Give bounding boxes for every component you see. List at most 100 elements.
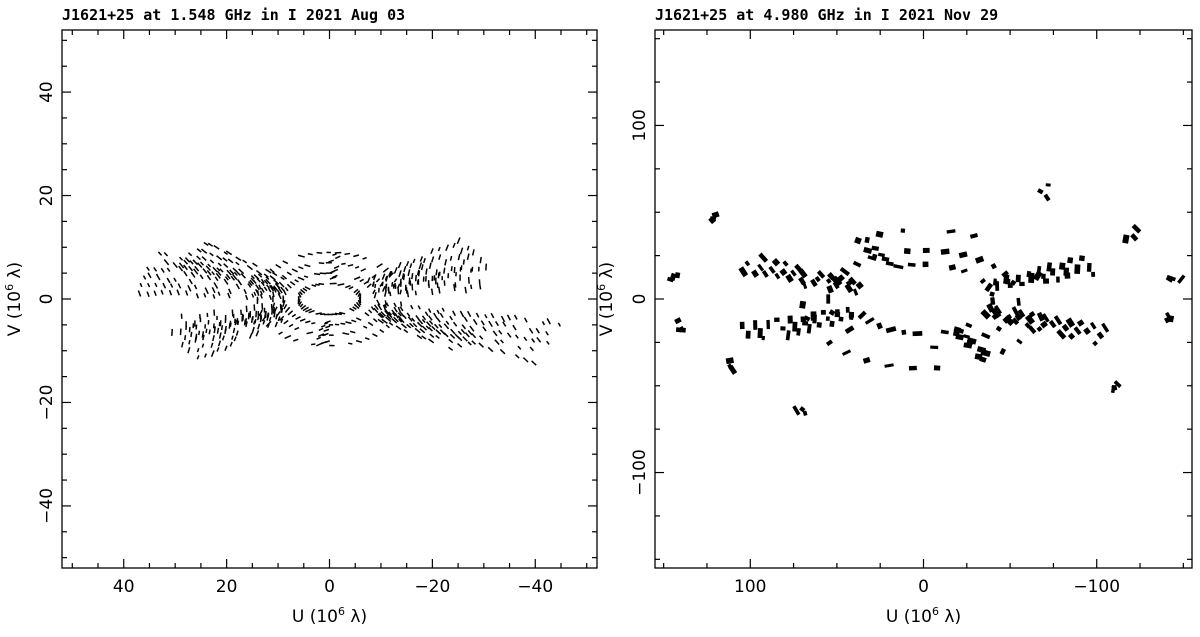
uv-track-segment — [146, 266, 150, 272]
uv-track-segment — [393, 306, 398, 313]
uv-track-segment — [299, 318, 306, 322]
uv-track-patch — [1164, 316, 1171, 324]
uv-track-segment — [410, 304, 414, 310]
uv-track-patch — [771, 257, 781, 267]
uv-track-segment — [381, 273, 386, 280]
uv-track-segment — [224, 328, 227, 335]
uv-track-segment — [202, 334, 205, 341]
uv-track-segment — [377, 318, 384, 324]
uv-track-segment — [224, 276, 229, 281]
uv-track-segment — [444, 259, 448, 266]
uv-track-patch — [1016, 297, 1021, 306]
uv-track-patch — [794, 263, 804, 274]
uv-track-segment — [331, 268, 339, 273]
uv-track-segment — [225, 250, 233, 256]
uv-track-segment — [206, 269, 212, 276]
uv-track-patch — [1007, 283, 1013, 288]
uv-track-patch — [832, 281, 840, 290]
uv-track-segment — [225, 273, 231, 280]
uv-track-segment — [294, 326, 300, 331]
uv-track-segment — [226, 269, 232, 276]
uv-track-segment — [334, 312, 342, 316]
uv-track-segment — [288, 323, 294, 328]
uv-track-patch — [739, 321, 745, 330]
uv-track-segment — [428, 262, 432, 270]
uv-track-patch — [876, 322, 883, 330]
uv-track-patch — [1036, 311, 1045, 322]
uv-track-segment — [459, 247, 464, 255]
uv-track-segment — [408, 277, 411, 285]
uv-track-segment — [323, 321, 329, 325]
uv-track-patch — [787, 315, 793, 324]
uv-track-segment — [311, 343, 316, 346]
uv-track-segment — [266, 284, 271, 289]
uv-track-segment — [233, 336, 237, 342]
uv-track-segment — [173, 277, 177, 283]
uv-track-segment — [367, 321, 374, 327]
uv-track-segment — [439, 312, 444, 319]
uv-track-segment — [273, 285, 279, 291]
uv-track-segment — [339, 311, 346, 315]
uv-track-segment — [412, 322, 418, 328]
uv-track-segment — [286, 283, 292, 289]
uv-track-patch — [1041, 313, 1050, 323]
uv-track-segment — [294, 279, 299, 283]
uv-track-segment — [273, 311, 276, 318]
uv-track-segment — [233, 271, 238, 277]
uv-track-patch — [958, 251, 968, 259]
uv-track-segment — [378, 312, 385, 318]
uv-track-patch — [991, 314, 998, 320]
uv-track-segment — [409, 322, 414, 328]
uv-track-patch — [768, 265, 776, 274]
uv-track-segment — [196, 347, 200, 353]
uv-track-patch — [881, 256, 890, 262]
uv-track-segment — [237, 278, 243, 286]
uv-track-segment — [393, 278, 398, 283]
uv-track-segment — [192, 259, 199, 266]
uv-track-segment — [253, 320, 256, 325]
uv-track-patch — [875, 230, 884, 238]
uv-track-segment — [450, 328, 456, 335]
uv-track-segment — [217, 262, 222, 267]
uv-track-patch — [1092, 340, 1098, 347]
uv-track-segment — [536, 337, 542, 343]
uv-track-segment — [416, 321, 423, 328]
uv-track-segment — [178, 265, 184, 272]
uv-track-segment — [147, 272, 152, 279]
uv-track-segment — [256, 289, 260, 296]
uv-track-segment — [212, 294, 216, 299]
uv-track-segment — [381, 281, 384, 287]
uv-track-segment — [183, 259, 189, 265]
uv-track-patch — [826, 285, 834, 294]
uv-track-segment — [415, 314, 420, 320]
uv-track-patch — [871, 245, 880, 252]
uv-track-segment — [287, 310, 294, 316]
uv-track-segment — [297, 296, 300, 303]
uv-track-segment — [307, 252, 313, 256]
uv-track-segment — [416, 269, 420, 276]
uv-track-patch — [864, 317, 875, 325]
uv-track-segment — [260, 287, 265, 293]
uv-track-patch — [792, 405, 801, 416]
uv-track-segment — [272, 302, 276, 308]
uv-track-patch — [995, 281, 1000, 291]
uv-track-segment — [347, 263, 354, 267]
uv-track-patch — [1101, 322, 1110, 333]
uv-track-patch — [1017, 308, 1026, 318]
uv-track-patch — [1166, 274, 1177, 282]
uv-track-segment — [430, 248, 434, 255]
panel-left-frame — [61, 29, 598, 569]
uv-track-segment — [248, 281, 253, 287]
uv-track-segment — [316, 342, 323, 347]
uv-track-patch — [900, 228, 906, 233]
uv-track-segment — [219, 268, 224, 273]
uv-track-patch — [1019, 281, 1025, 287]
uv-track-patch — [782, 260, 789, 267]
uv-track-patch — [825, 316, 830, 321]
uv-track-patch — [1040, 320, 1048, 329]
uv-track-segment — [366, 277, 371, 284]
uv-track-segment — [358, 298, 362, 304]
uv-track-patch — [1002, 316, 1010, 324]
uv-track-segment — [355, 317, 362, 321]
uv-track-segment — [187, 347, 191, 354]
